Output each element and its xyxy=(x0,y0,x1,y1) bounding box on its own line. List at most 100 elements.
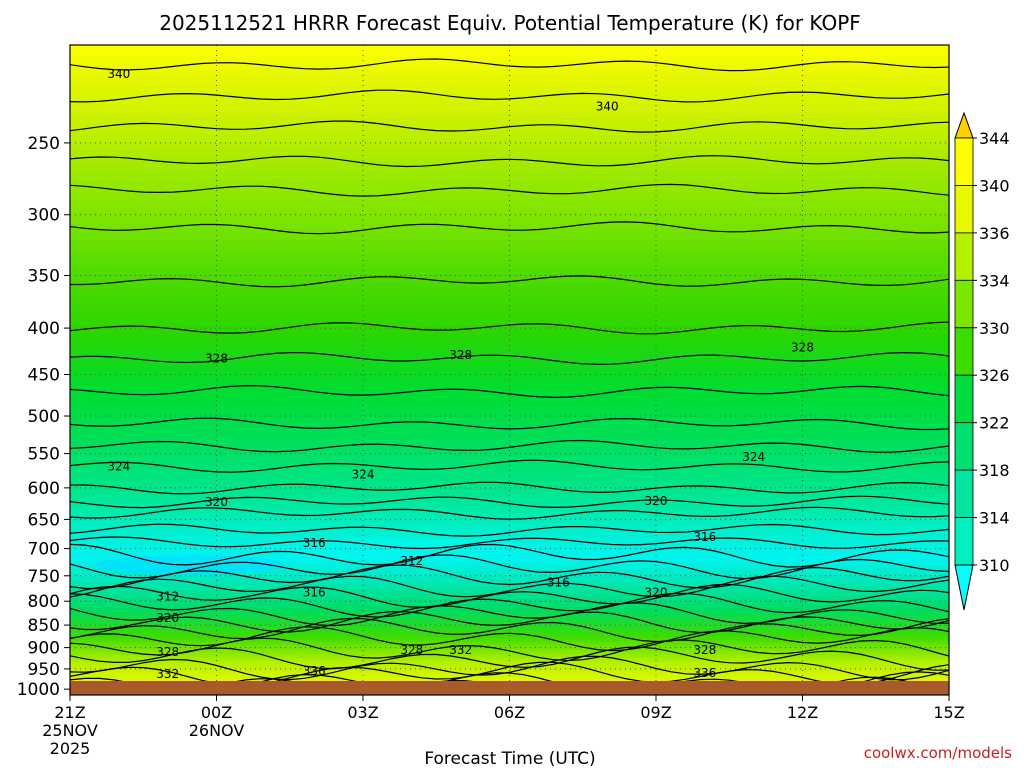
colorbar-segment xyxy=(954,279,974,329)
colorbar-segment xyxy=(954,327,974,376)
contour-label: 328 xyxy=(693,643,716,657)
contour-line xyxy=(70,495,949,509)
contour-line xyxy=(70,564,949,590)
contour-lines xyxy=(70,58,949,695)
y-tick-label: 750 xyxy=(28,567,60,587)
contour-label: 324 xyxy=(742,450,765,464)
x-tick-label: 15Z xyxy=(933,703,964,722)
ground xyxy=(70,681,949,695)
colorbar-tick-label: 330 xyxy=(979,319,1010,338)
y-tick-label: 700 xyxy=(28,540,60,560)
x-tick-label: 21Z xyxy=(54,703,85,722)
x-tick-label: 12Z xyxy=(787,703,818,722)
y-tick-label: 950 xyxy=(28,660,60,680)
colorbar-segment xyxy=(954,422,974,471)
colorbar-tick-label: 326 xyxy=(979,366,1010,385)
contour-line xyxy=(70,602,949,627)
contour-label: 316 xyxy=(693,530,716,544)
contour-label: 324 xyxy=(107,459,130,473)
x-tick-year: 2025 xyxy=(50,739,91,758)
y-tick-label: 850 xyxy=(28,616,60,636)
contour-line xyxy=(70,385,949,399)
x-tick-label: 06Z xyxy=(494,703,525,722)
colorbar-segment xyxy=(954,374,974,424)
y-tick-label: 500 xyxy=(28,407,60,427)
colorbar-tick-label: 310 xyxy=(979,556,1010,575)
contour-label: 328 xyxy=(400,643,423,657)
colorbar-top-arrow xyxy=(954,111,974,139)
contour-label: 340 xyxy=(596,100,619,114)
contour-label: 316 xyxy=(303,586,326,600)
grid xyxy=(70,45,949,695)
contour-line xyxy=(70,89,949,103)
contour-line xyxy=(70,183,949,197)
colorbar-tick-label: 318 xyxy=(979,461,1010,480)
contour-label: 316 xyxy=(547,576,570,590)
y-tick-label: 450 xyxy=(28,366,60,386)
y-tick-label: 1000 xyxy=(17,680,60,700)
y-tick-label: 650 xyxy=(28,510,60,530)
x-tick-date: 25NOV xyxy=(42,721,98,740)
y-tick-label: 250 xyxy=(28,134,60,154)
contour-line xyxy=(70,554,949,580)
contour-line xyxy=(70,655,949,681)
contour-line xyxy=(70,637,949,662)
x-tick-label: 09Z xyxy=(640,703,671,722)
contour-label: 328 xyxy=(156,645,179,659)
colorbar-tick-label: 322 xyxy=(979,414,1010,433)
contour-line xyxy=(70,439,949,453)
contour-label: 320 xyxy=(156,611,179,625)
contour-label: 320 xyxy=(645,586,668,600)
y-tick-label: 400 xyxy=(28,319,60,339)
contour-label: 340 xyxy=(107,67,130,81)
colorbar-segment xyxy=(954,232,974,281)
contour-label: 336 xyxy=(693,666,716,680)
contour-line xyxy=(70,626,949,652)
y-axis: 250 300 350 400 450 500 550 600 650 700 750 800 850 9… xyxy=(17,134,70,700)
y-tick-label: 300 xyxy=(28,206,60,226)
contour-label: 320 xyxy=(645,494,668,508)
contour-labels: 340 340 328 328 328 324 324 324 320 320 316 316 312 3… xyxy=(107,67,814,681)
contour-label: 316 xyxy=(303,536,326,550)
contour-line xyxy=(70,275,949,288)
contour-label: 328 xyxy=(449,348,472,362)
contour-line xyxy=(70,575,949,598)
colorbar-tick-label: 334 xyxy=(979,271,1010,290)
contour-label: 336 xyxy=(303,664,326,678)
colorbar-tick-label: 344 xyxy=(979,129,1010,148)
contour-line xyxy=(70,351,949,366)
contour-label: 328 xyxy=(791,340,814,354)
contour-line xyxy=(70,592,949,618)
y-tick-label: 600 xyxy=(28,479,60,499)
contour-line xyxy=(70,543,949,568)
x-tick-label: 03Z xyxy=(347,703,378,722)
contour-line xyxy=(70,617,949,643)
colorbar: 310 314 318 322 326 330 334 336 340 344 xyxy=(954,111,1010,611)
contour-line xyxy=(70,506,949,520)
contour-line xyxy=(70,459,949,473)
contour-line xyxy=(70,155,949,168)
contour-label: 332 xyxy=(449,643,472,657)
y-tick-label: 350 xyxy=(28,266,60,286)
colorbar-segment xyxy=(954,185,974,234)
contour-line xyxy=(70,321,949,335)
colorbar-segment xyxy=(954,517,974,566)
x-tick-label: 00Z xyxy=(201,703,232,722)
contour-line xyxy=(70,536,949,550)
y-tick-label: 900 xyxy=(28,639,60,659)
colorbar-segment xyxy=(954,469,974,518)
contour-label: 328 xyxy=(205,351,228,365)
y-tick-label: 550 xyxy=(28,445,60,465)
y-tick-label: 800 xyxy=(28,592,60,612)
contour-line xyxy=(70,417,949,431)
contour-line xyxy=(70,481,949,495)
colorbar-tick-label: 314 xyxy=(979,509,1010,528)
colorbar-bottom-arrow xyxy=(954,564,974,611)
contour-label: 320 xyxy=(205,495,228,509)
contour-line xyxy=(70,583,949,609)
credit-text: coolwx.com/models xyxy=(864,744,1012,762)
colorbar-tick-label: 336 xyxy=(979,224,1010,243)
colorbar-tick-label: 340 xyxy=(979,176,1010,195)
